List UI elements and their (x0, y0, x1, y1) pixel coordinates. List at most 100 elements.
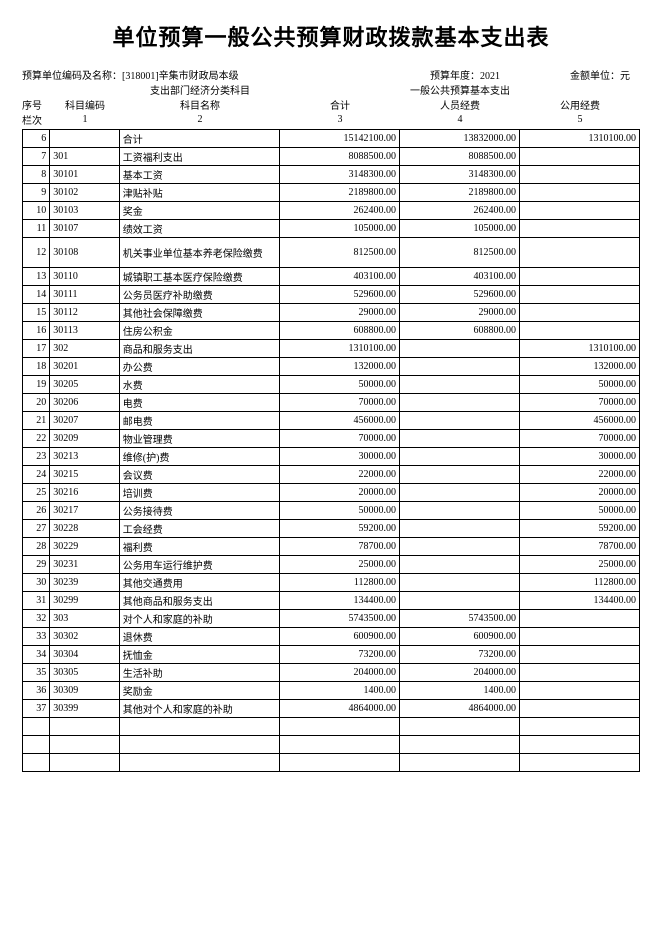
cell-public: 25000.00 (520, 556, 640, 574)
table-row: 1530112其他社会保障缴费29000.0029000.00 (23, 304, 640, 322)
cell-public: 70000.00 (520, 430, 640, 448)
header-seq: 序号 (22, 97, 50, 112)
cell-total: 1400.00 (280, 682, 400, 700)
cell-total: 70000.00 (280, 394, 400, 412)
cell-code: 30108 (50, 238, 120, 268)
cell-personnel (400, 376, 520, 394)
cell-name: 公务员医疗补助缴费 (119, 286, 279, 304)
cell-personnel (400, 592, 520, 610)
cell-blank (50, 736, 120, 754)
cell-seq: 15 (23, 304, 50, 322)
cell-seq: 13 (23, 268, 50, 286)
cell-code: 30215 (50, 466, 120, 484)
cell-blank (280, 718, 400, 736)
cell-personnel: 29000.00 (400, 304, 520, 322)
header-c1: 1 (50, 114, 120, 125)
cell-seq: 14 (23, 286, 50, 304)
cell-personnel (400, 502, 520, 520)
table-row: 1430111公务员医疗补助缴费529600.00529600.00 (23, 286, 640, 304)
header-total: 合计 (280, 97, 400, 112)
cell-seq: 6 (23, 130, 50, 148)
cell-personnel: 262400.00 (400, 202, 520, 220)
table-row: 2930231公务用车运行维护费25000.0025000.00 (23, 556, 640, 574)
cell-seq: 17 (23, 340, 50, 358)
cell-name: 生活补助 (119, 664, 279, 682)
cell-personnel: 4864000.00 (400, 700, 520, 718)
cell-total: 30000.00 (280, 448, 400, 466)
table-row: 2830229福利费78700.0078700.00 (23, 538, 640, 556)
cell-total: 132000.00 (280, 358, 400, 376)
table-row: 17302商品和服务支出1310100.001310100.00 (23, 340, 640, 358)
cell-personnel (400, 556, 520, 574)
cell-personnel: 13832000.00 (400, 130, 520, 148)
header-group-right: 一般公共预算基本支出 (400, 82, 520, 97)
cell-personnel (400, 574, 520, 592)
table-row: 830101基本工资3148300.003148300.00 (23, 166, 640, 184)
cell-public (520, 268, 640, 286)
cell-name: 其他商品和服务支出 (119, 592, 279, 610)
cell-total: 4864000.00 (280, 700, 400, 718)
cell-public: 112800.00 (520, 574, 640, 592)
table-row: 3530305生活补助204000.00204000.00 (23, 664, 640, 682)
cell-seq: 12 (23, 238, 50, 268)
cell-personnel: 600900.00 (400, 628, 520, 646)
cell-personnel (400, 448, 520, 466)
cell-name: 退休费 (119, 628, 279, 646)
header-c4: 4 (400, 114, 520, 125)
cell-code: 30239 (50, 574, 120, 592)
table-row-blank (23, 718, 640, 736)
table-row-blank (23, 754, 640, 772)
unit-label: 预算单位编码及名称：[318001]辛集市财政局本级 (22, 67, 430, 82)
cell-total: 608800.00 (280, 322, 400, 340)
cell-personnel (400, 430, 520, 448)
table-row: 32303对个人和家庭的补助5743500.005743500.00 (23, 610, 640, 628)
cell-code: 30231 (50, 556, 120, 574)
cell-seq: 26 (23, 502, 50, 520)
cell-personnel (400, 394, 520, 412)
cell-personnel: 1400.00 (400, 682, 520, 700)
meta-row-1: 预算单位编码及名称：[318001]辛集市财政局本级 预算年度：2021 金额单… (22, 66, 640, 82)
table-row: 1830201办公费132000.00132000.00 (23, 358, 640, 376)
table-row: 3630309奖励金1400.001400.00 (23, 682, 640, 700)
cell-seq: 36 (23, 682, 50, 700)
cell-total: 105000.00 (280, 220, 400, 238)
cell-personnel (400, 538, 520, 556)
cell-public (520, 304, 640, 322)
cell-code: 30112 (50, 304, 120, 322)
table-row: 2130207邮电费456000.00456000.00 (23, 412, 640, 430)
cell-public (520, 238, 640, 268)
cell-total: 529600.00 (280, 286, 400, 304)
table-row: 1330110城镇职工基本医疗保险缴费403100.00403100.00 (23, 268, 640, 286)
cell-total: 78700.00 (280, 538, 400, 556)
table-row: 2630217公务接待费50000.0050000.00 (23, 502, 640, 520)
header-lanci: 栏次 (22, 112, 50, 127)
cell-personnel: 105000.00 (400, 220, 520, 238)
cell-code: 30107 (50, 220, 120, 238)
cell-name: 福利费 (119, 538, 279, 556)
table-row: 2730228工会经费59200.0059200.00 (23, 520, 640, 538)
cell-total: 73200.00 (280, 646, 400, 664)
cell-seq: 9 (23, 184, 50, 202)
cell-code: 30113 (50, 322, 120, 340)
cell-total: 456000.00 (280, 412, 400, 430)
cell-public (520, 166, 640, 184)
header-code: 科目编码 (50, 97, 120, 112)
cell-code: 30103 (50, 202, 120, 220)
table-row: 1630113住房公积金608800.00608800.00 (23, 322, 640, 340)
cell-total: 1310100.00 (280, 340, 400, 358)
cell-total: 812500.00 (280, 238, 400, 268)
cell-code: 30201 (50, 358, 120, 376)
table-row: 2330213维修(护)费30000.0030000.00 (23, 448, 640, 466)
cell-name: 合计 (119, 130, 279, 148)
cell-total: 20000.00 (280, 484, 400, 502)
cell-blank (400, 754, 520, 772)
cell-name: 工会经费 (119, 520, 279, 538)
cell-total: 25000.00 (280, 556, 400, 574)
cell-name: 绩效工资 (119, 220, 279, 238)
cell-code: 30217 (50, 502, 120, 520)
cell-code: 303 (50, 610, 120, 628)
cell-public (520, 664, 640, 682)
cell-name: 培训费 (119, 484, 279, 502)
cell-code: 30299 (50, 592, 120, 610)
cell-seq: 8 (23, 166, 50, 184)
